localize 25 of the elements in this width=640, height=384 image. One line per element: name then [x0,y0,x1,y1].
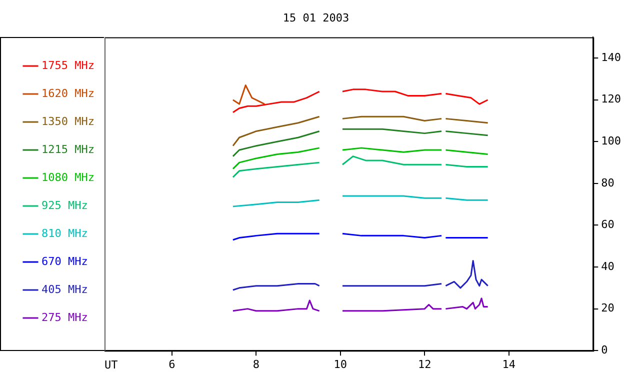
legend-label: 925 MHz [42,198,88,212]
y-tick-label: 40 [601,260,614,273]
y-tick-label: 0 [601,343,608,356]
x-axis-title: UT [104,358,118,372]
y-tick-label: 60 [601,218,614,232]
legend-label: 1620 MHz [42,86,94,100]
legend-label: 1755 MHz [42,58,94,72]
x-tick-label: 10 [334,358,348,372]
chart-title: 15 01 2003 [282,11,350,24]
x-tick-label: 6 [168,358,176,372]
legend-label: 405 MHz [42,282,88,296]
x-tick-label: 8 [252,358,260,372]
x-tick-label: 14 [502,358,516,372]
legend-label: 1350 MHz [42,114,94,128]
legend-label: 275 MHz [42,310,88,324]
legend-label: 670 MHz [42,254,88,268]
legend-label: 1215 MHz [42,142,94,156]
y-tick-label: 100 [601,134,622,148]
legend-label: 810 MHz [42,226,88,240]
y-tick-label: 20 [601,302,614,315]
y-tick-label: 120 [601,92,622,106]
y-tick-label: 140 [601,50,622,64]
y-tick-label: 80 [601,176,614,190]
x-tick-label: 12 [418,358,432,372]
legend-label: 1080 MHz [42,170,94,184]
